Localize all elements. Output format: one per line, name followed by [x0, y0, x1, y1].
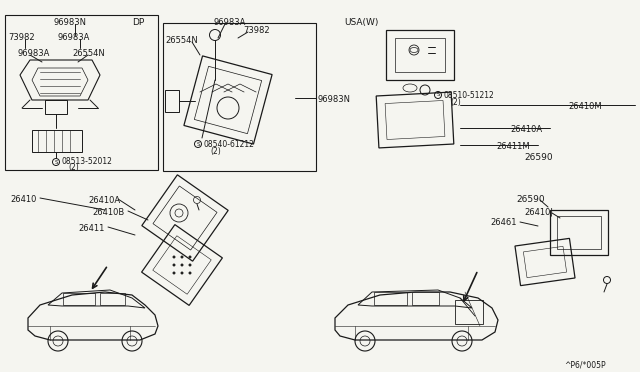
Text: 26554N: 26554N — [72, 49, 105, 58]
Text: 26410B: 26410B — [92, 208, 124, 217]
Text: 26410A: 26410A — [510, 125, 542, 134]
Text: 26410: 26410 — [10, 195, 36, 204]
Text: 26410M: 26410M — [568, 102, 602, 111]
Text: 08510-51212: 08510-51212 — [444, 91, 495, 100]
Text: S: S — [54, 160, 58, 164]
Text: 96983N: 96983N — [53, 18, 86, 27]
Bar — [63, 293, 95, 305]
Text: 96983A: 96983A — [57, 33, 90, 42]
Text: 26461: 26461 — [490, 218, 516, 227]
Text: 96983A: 96983A — [18, 49, 51, 58]
Text: 08540-61212: 08540-61212 — [204, 140, 255, 149]
Text: 08513-52012: 08513-52012 — [62, 157, 113, 166]
Text: (2): (2) — [210, 147, 221, 156]
Text: 73982: 73982 — [8, 33, 35, 42]
Bar — [45, 100, 67, 114]
Circle shape — [173, 272, 175, 274]
Text: 73982: 73982 — [243, 26, 269, 35]
Bar — [374, 292, 407, 305]
Text: 26590: 26590 — [524, 153, 552, 162]
Text: 96983N: 96983N — [317, 95, 350, 104]
Bar — [32, 130, 82, 152]
Bar — [100, 293, 125, 305]
Text: (2): (2) — [68, 163, 79, 172]
Bar — [163, 23, 316, 171]
Circle shape — [189, 264, 191, 266]
Circle shape — [189, 256, 191, 258]
Text: 26554N: 26554N — [165, 36, 198, 45]
Circle shape — [173, 256, 175, 258]
Circle shape — [181, 264, 183, 266]
Text: 26411M: 26411M — [496, 142, 530, 151]
Circle shape — [181, 272, 183, 274]
Bar — [455, 300, 483, 324]
Bar — [550, 210, 608, 255]
Bar — [5, 15, 158, 170]
Text: 26411: 26411 — [78, 224, 104, 233]
Text: DP: DP — [132, 18, 144, 27]
Text: 26590: 26590 — [516, 195, 545, 204]
Circle shape — [189, 272, 191, 274]
Text: 96983A: 96983A — [214, 18, 246, 27]
Text: (2): (2) — [450, 98, 461, 107]
Text: S: S — [436, 93, 440, 97]
Text: 26410A: 26410A — [88, 196, 120, 205]
Bar — [412, 292, 439, 305]
Text: S: S — [196, 141, 200, 147]
Text: 26410J: 26410J — [524, 208, 553, 217]
Bar — [165, 90, 179, 112]
Circle shape — [173, 264, 175, 266]
Text: ^P6/*005P: ^P6/*005P — [564, 360, 605, 369]
Circle shape — [181, 256, 183, 258]
Text: USA(W): USA(W) — [344, 18, 378, 27]
Bar — [557, 216, 601, 249]
